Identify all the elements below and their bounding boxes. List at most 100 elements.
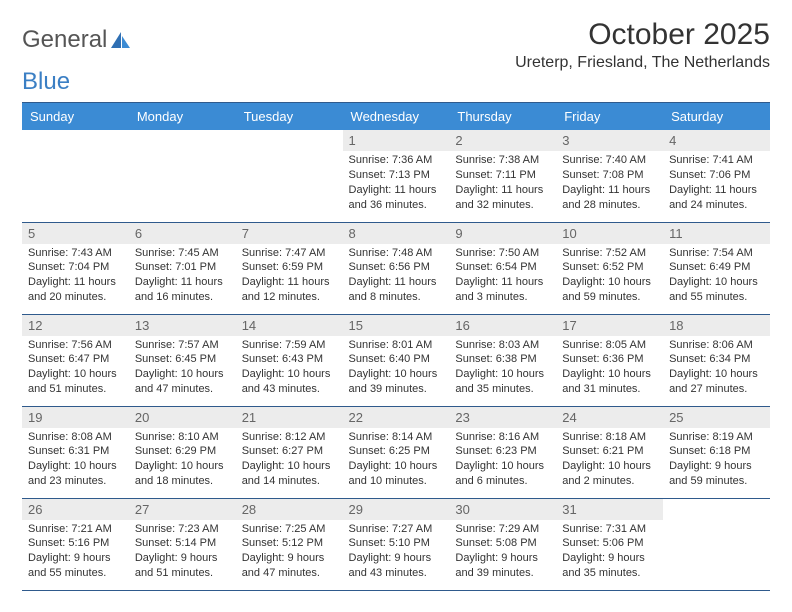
calendar-day-cell: 20Sunrise: 8:10 AMSunset: 6:29 PMDayligh… xyxy=(129,406,236,498)
calendar-week-row: 26Sunrise: 7:21 AMSunset: 5:16 PMDayligh… xyxy=(22,498,770,590)
day-number: 6 xyxy=(129,223,236,244)
day-number: 24 xyxy=(556,407,663,428)
day-number: 8 xyxy=(343,223,450,244)
day-info: Sunrise: 7:54 AMSunset: 6:49 PMDaylight:… xyxy=(669,246,764,305)
calendar-week-row: 19Sunrise: 8:08 AMSunset: 6:31 PMDayligh… xyxy=(22,406,770,498)
calendar-day-cell: 15Sunrise: 8:01 AMSunset: 6:40 PMDayligh… xyxy=(343,314,450,406)
calendar-day-cell: 21Sunrise: 8:12 AMSunset: 6:27 PMDayligh… xyxy=(236,406,343,498)
calendar-day-cell xyxy=(236,130,343,222)
day-info: Sunrise: 8:16 AMSunset: 6:23 PMDaylight:… xyxy=(455,430,550,489)
weekday-header: Sunday xyxy=(22,103,129,130)
day-info: Sunrise: 8:03 AMSunset: 6:38 PMDaylight:… xyxy=(455,338,550,397)
calendar-day-cell: 8Sunrise: 7:48 AMSunset: 6:56 PMDaylight… xyxy=(343,222,450,314)
weekday-header: Thursday xyxy=(449,103,556,130)
day-info: Sunrise: 7:59 AMSunset: 6:43 PMDaylight:… xyxy=(242,338,337,397)
calendar-day-cell: 29Sunrise: 7:27 AMSunset: 5:10 PMDayligh… xyxy=(343,498,450,590)
logo: General xyxy=(22,18,131,54)
day-info: Sunrise: 8:14 AMSunset: 6:25 PMDaylight:… xyxy=(349,430,444,489)
calendar-day-cell: 11Sunrise: 7:54 AMSunset: 6:49 PMDayligh… xyxy=(663,222,770,314)
day-number: 9 xyxy=(449,223,556,244)
logo-sail-icon xyxy=(109,30,131,50)
title-block: October 2025 Ureterp, Friesland, The Net… xyxy=(515,18,770,80)
weekday-header: Tuesday xyxy=(236,103,343,130)
calendar-day-cell: 1Sunrise: 7:36 AMSunset: 7:13 PMDaylight… xyxy=(343,130,450,222)
day-number: 23 xyxy=(449,407,556,428)
day-number: 13 xyxy=(129,315,236,336)
day-number: 17 xyxy=(556,315,663,336)
day-info: Sunrise: 7:50 AMSunset: 6:54 PMDaylight:… xyxy=(455,246,550,305)
day-number: 1 xyxy=(343,130,450,151)
day-info: Sunrise: 7:25 AMSunset: 5:12 PMDaylight:… xyxy=(242,522,337,581)
calendar-week-row: 5Sunrise: 7:43 AMSunset: 7:04 PMDaylight… xyxy=(22,222,770,314)
calendar-day-cell: 13Sunrise: 7:57 AMSunset: 6:45 PMDayligh… xyxy=(129,314,236,406)
day-number: 19 xyxy=(22,407,129,428)
day-info: Sunrise: 8:05 AMSunset: 6:36 PMDaylight:… xyxy=(562,338,657,397)
day-info: Sunrise: 7:57 AMSunset: 6:45 PMDaylight:… xyxy=(135,338,230,397)
day-number: 14 xyxy=(236,315,343,336)
day-info: Sunrise: 7:47 AMSunset: 6:59 PMDaylight:… xyxy=(242,246,337,305)
calendar-day-cell: 2Sunrise: 7:38 AMSunset: 7:11 PMDaylight… xyxy=(449,130,556,222)
day-number: 22 xyxy=(343,407,450,428)
day-number: 5 xyxy=(22,223,129,244)
logo-text-blue: Blue xyxy=(22,68,70,96)
day-info: Sunrise: 8:18 AMSunset: 6:21 PMDaylight:… xyxy=(562,430,657,489)
day-number: 2 xyxy=(449,130,556,151)
calendar-day-cell: 16Sunrise: 8:03 AMSunset: 6:38 PMDayligh… xyxy=(449,314,556,406)
day-number: 18 xyxy=(663,315,770,336)
calendar-day-cell: 30Sunrise: 7:29 AMSunset: 5:08 PMDayligh… xyxy=(449,498,556,590)
weekday-header-row: Sunday Monday Tuesday Wednesday Thursday… xyxy=(22,103,770,130)
calendar-day-cell: 4Sunrise: 7:41 AMSunset: 7:06 PMDaylight… xyxy=(663,130,770,222)
calendar-day-cell: 22Sunrise: 8:14 AMSunset: 6:25 PMDayligh… xyxy=(343,406,450,498)
calendar-day-cell: 10Sunrise: 7:52 AMSunset: 6:52 PMDayligh… xyxy=(556,222,663,314)
calendar-day-cell: 24Sunrise: 8:18 AMSunset: 6:21 PMDayligh… xyxy=(556,406,663,498)
day-info: Sunrise: 7:36 AMSunset: 7:13 PMDaylight:… xyxy=(349,153,444,212)
calendar-day-cell xyxy=(22,130,129,222)
day-info: Sunrise: 7:31 AMSunset: 5:06 PMDaylight:… xyxy=(562,522,657,581)
calendar-day-cell: 31Sunrise: 7:31 AMSunset: 5:06 PMDayligh… xyxy=(556,498,663,590)
day-info: Sunrise: 7:45 AMSunset: 7:01 PMDaylight:… xyxy=(135,246,230,305)
day-number: 21 xyxy=(236,407,343,428)
calendar-day-cell: 28Sunrise: 7:25 AMSunset: 5:12 PMDayligh… xyxy=(236,498,343,590)
day-info: Sunrise: 8:10 AMSunset: 6:29 PMDaylight:… xyxy=(135,430,230,489)
day-number: 26 xyxy=(22,499,129,520)
month-title: October 2025 xyxy=(515,18,770,52)
calendar-day-cell: 6Sunrise: 7:45 AMSunset: 7:01 PMDaylight… xyxy=(129,222,236,314)
day-number: 7 xyxy=(236,223,343,244)
day-info: Sunrise: 7:41 AMSunset: 7:06 PMDaylight:… xyxy=(669,153,764,212)
day-info: Sunrise: 8:08 AMSunset: 6:31 PMDaylight:… xyxy=(28,430,123,489)
day-info: Sunrise: 7:48 AMSunset: 6:56 PMDaylight:… xyxy=(349,246,444,305)
day-info: Sunrise: 7:40 AMSunset: 7:08 PMDaylight:… xyxy=(562,153,657,212)
calendar-table: Sunday Monday Tuesday Wednesday Thursday… xyxy=(22,103,770,591)
calendar-day-cell: 9Sunrise: 7:50 AMSunset: 6:54 PMDaylight… xyxy=(449,222,556,314)
day-info: Sunrise: 8:12 AMSunset: 6:27 PMDaylight:… xyxy=(242,430,337,489)
location: Ureterp, Friesland, The Netherlands xyxy=(515,54,770,72)
day-number: 12 xyxy=(22,315,129,336)
calendar-day-cell xyxy=(663,498,770,590)
day-number: 29 xyxy=(343,499,450,520)
calendar-day-cell: 5Sunrise: 7:43 AMSunset: 7:04 PMDaylight… xyxy=(22,222,129,314)
day-number: 27 xyxy=(129,499,236,520)
day-info: Sunrise: 7:43 AMSunset: 7:04 PMDaylight:… xyxy=(28,246,123,305)
day-number: 20 xyxy=(129,407,236,428)
weekday-header: Monday xyxy=(129,103,236,130)
logo-text-general: General xyxy=(22,26,107,54)
day-number: 30 xyxy=(449,499,556,520)
day-info: Sunrise: 7:29 AMSunset: 5:08 PMDaylight:… xyxy=(455,522,550,581)
calendar-week-row: 1Sunrise: 7:36 AMSunset: 7:13 PMDaylight… xyxy=(22,130,770,222)
calendar-day-cell: 27Sunrise: 7:23 AMSunset: 5:14 PMDayligh… xyxy=(129,498,236,590)
calendar-day-cell: 14Sunrise: 7:59 AMSunset: 6:43 PMDayligh… xyxy=(236,314,343,406)
calendar-wrap: Sunday Monday Tuesday Wednesday Thursday… xyxy=(22,102,770,591)
weekday-header: Wednesday xyxy=(343,103,450,130)
day-info: Sunrise: 7:27 AMSunset: 5:10 PMDaylight:… xyxy=(349,522,444,581)
day-info: Sunrise: 8:06 AMSunset: 6:34 PMDaylight:… xyxy=(669,338,764,397)
day-number: 25 xyxy=(663,407,770,428)
day-info: Sunrise: 8:19 AMSunset: 6:18 PMDaylight:… xyxy=(669,430,764,489)
calendar-day-cell: 17Sunrise: 8:05 AMSunset: 6:36 PMDayligh… xyxy=(556,314,663,406)
calendar-day-cell xyxy=(129,130,236,222)
weekday-header: Friday xyxy=(556,103,663,130)
day-info: Sunrise: 7:21 AMSunset: 5:16 PMDaylight:… xyxy=(28,522,123,581)
day-number: 28 xyxy=(236,499,343,520)
weekday-header: Saturday xyxy=(663,103,770,130)
calendar-day-cell: 25Sunrise: 8:19 AMSunset: 6:18 PMDayligh… xyxy=(663,406,770,498)
calendar-day-cell: 3Sunrise: 7:40 AMSunset: 7:08 PMDaylight… xyxy=(556,130,663,222)
